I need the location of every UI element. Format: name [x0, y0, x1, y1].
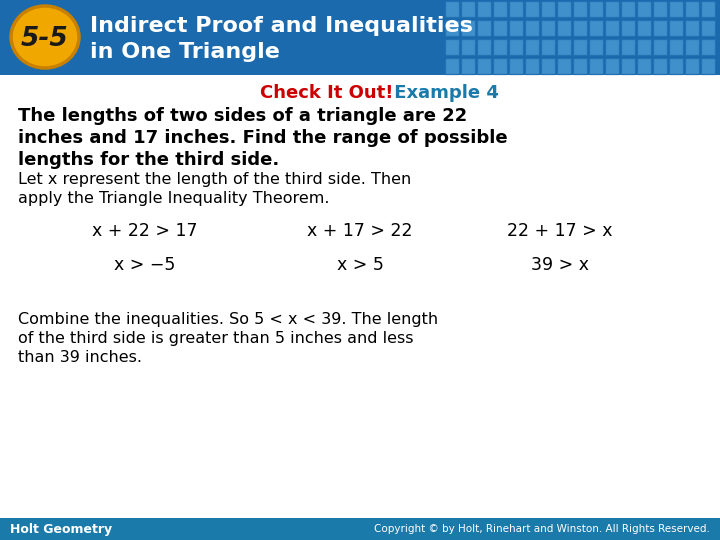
- Bar: [445, 58, 459, 74]
- Bar: [557, 39, 571, 55]
- Bar: [461, 39, 475, 55]
- Text: apply the Triangle Inequality Theorem.: apply the Triangle Inequality Theorem.: [18, 191, 330, 206]
- Bar: [0, 0, 720, 75]
- Text: lengths for the third side.: lengths for the third side.: [18, 151, 279, 169]
- Text: Combine the inequalities. So 5 < x < 39. The length: Combine the inequalities. So 5 < x < 39.…: [18, 312, 438, 327]
- Bar: [573, 58, 587, 74]
- Text: x + 22 > 17: x + 22 > 17: [92, 222, 198, 240]
- Bar: [685, 39, 699, 55]
- Bar: [701, 58, 715, 74]
- Bar: [701, 39, 715, 55]
- Bar: [637, 39, 651, 55]
- Bar: [589, 20, 603, 36]
- Bar: [461, 1, 475, 17]
- Bar: [637, 58, 651, 74]
- Text: than 39 inches.: than 39 inches.: [18, 350, 142, 365]
- Bar: [573, 1, 587, 17]
- Text: Example 4: Example 4: [388, 84, 499, 102]
- Bar: [525, 58, 539, 74]
- Text: inches and 17 inches. Find the range of possible: inches and 17 inches. Find the range of …: [18, 129, 508, 147]
- Text: x + 17 > 22: x + 17 > 22: [307, 222, 413, 240]
- Text: 22 + 17 > x: 22 + 17 > x: [508, 222, 613, 240]
- Bar: [685, 58, 699, 74]
- Bar: [621, 39, 635, 55]
- Bar: [525, 20, 539, 36]
- Bar: [493, 1, 507, 17]
- Bar: [605, 1, 619, 17]
- Bar: [573, 39, 587, 55]
- Bar: [557, 58, 571, 74]
- Bar: [525, 39, 539, 55]
- Bar: [509, 1, 523, 17]
- Bar: [669, 39, 683, 55]
- Text: Let x represent the length of the third side. Then: Let x represent the length of the third …: [18, 172, 411, 187]
- Bar: [621, 1, 635, 17]
- Text: Indirect Proof and Inequalities: Indirect Proof and Inequalities: [90, 16, 473, 36]
- Bar: [541, 58, 555, 74]
- Bar: [685, 1, 699, 17]
- Bar: [477, 20, 491, 36]
- Text: The lengths of two sides of a triangle are 22: The lengths of two sides of a triangle a…: [18, 107, 467, 125]
- Text: 39 > x: 39 > x: [531, 256, 589, 274]
- Bar: [653, 1, 667, 17]
- Bar: [589, 1, 603, 17]
- Bar: [653, 20, 667, 36]
- Ellipse shape: [11, 6, 79, 68]
- Bar: [461, 58, 475, 74]
- Bar: [637, 20, 651, 36]
- Text: in One Triangle: in One Triangle: [90, 42, 280, 62]
- Text: 5-5: 5-5: [21, 26, 69, 52]
- Bar: [445, 20, 459, 36]
- Bar: [557, 20, 571, 36]
- Bar: [669, 1, 683, 17]
- Bar: [653, 39, 667, 55]
- Bar: [445, 1, 459, 17]
- Bar: [541, 1, 555, 17]
- Bar: [557, 1, 571, 17]
- Bar: [525, 1, 539, 17]
- Bar: [541, 20, 555, 36]
- Bar: [477, 1, 491, 17]
- Bar: [461, 20, 475, 36]
- Bar: [573, 20, 587, 36]
- Bar: [541, 39, 555, 55]
- Text: of the third side is greater than 5 inches and less: of the third side is greater than 5 inch…: [18, 331, 413, 346]
- Bar: [493, 39, 507, 55]
- Bar: [605, 58, 619, 74]
- Bar: [605, 20, 619, 36]
- Bar: [589, 39, 603, 55]
- Bar: [509, 39, 523, 55]
- Bar: [669, 20, 683, 36]
- Bar: [637, 1, 651, 17]
- Bar: [493, 20, 507, 36]
- Bar: [653, 58, 667, 74]
- Bar: [685, 20, 699, 36]
- Text: x > −5: x > −5: [114, 256, 176, 274]
- Bar: [701, 1, 715, 17]
- Bar: [589, 58, 603, 74]
- Bar: [509, 20, 523, 36]
- Text: x > 5: x > 5: [336, 256, 384, 274]
- Bar: [701, 20, 715, 36]
- Bar: [477, 58, 491, 74]
- Text: Copyright © by Holt, Rinehart and Winston. All Rights Reserved.: Copyright © by Holt, Rinehart and Winsto…: [374, 524, 710, 534]
- Bar: [0, 518, 720, 540]
- Text: Check It Out!: Check It Out!: [260, 84, 393, 102]
- Bar: [477, 39, 491, 55]
- Bar: [509, 58, 523, 74]
- Bar: [493, 58, 507, 74]
- Bar: [621, 58, 635, 74]
- Text: Holt Geometry: Holt Geometry: [10, 523, 112, 536]
- Bar: [669, 58, 683, 74]
- Bar: [445, 39, 459, 55]
- Bar: [605, 39, 619, 55]
- Bar: [621, 20, 635, 36]
